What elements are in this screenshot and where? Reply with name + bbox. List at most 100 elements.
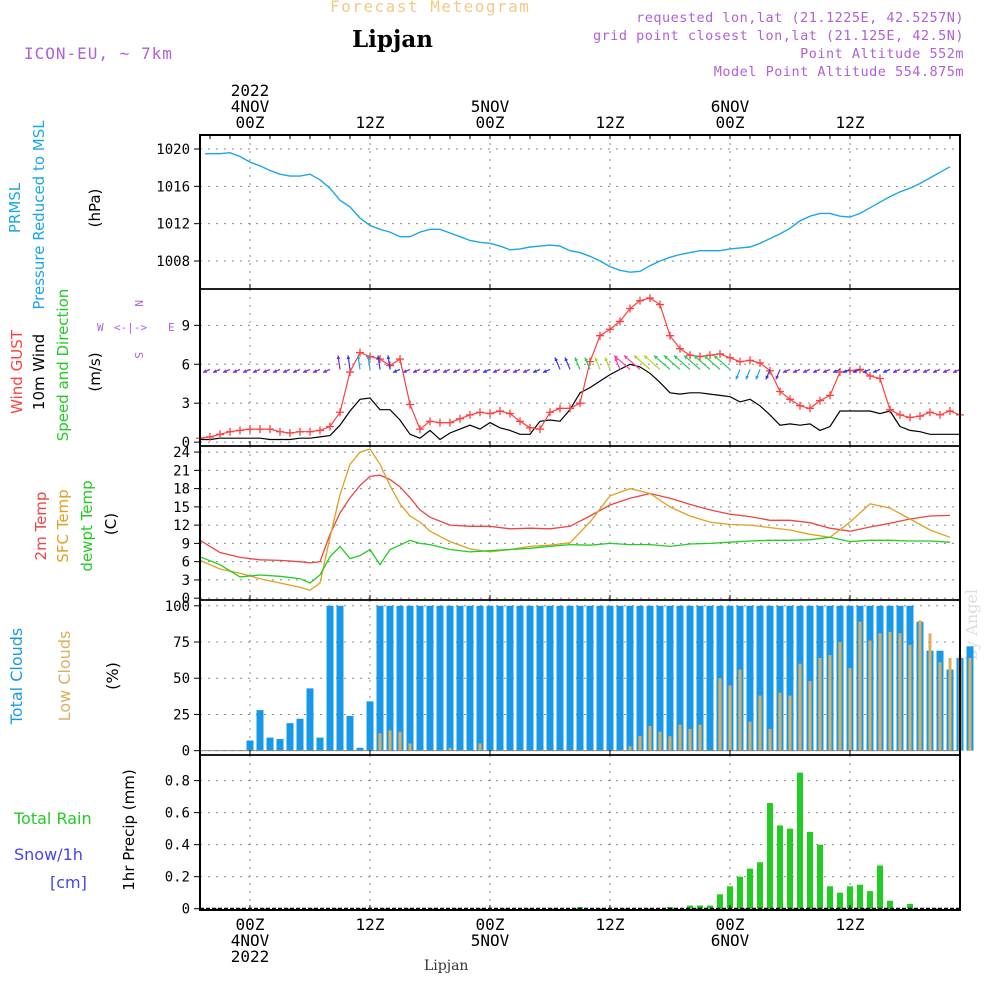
wind-axis-label: Wind GUST bbox=[8, 329, 26, 414]
total-cloud-bar bbox=[376, 605, 384, 751]
y-tick-label: 0 bbox=[182, 435, 190, 451]
low-cloud-bar bbox=[648, 726, 652, 751]
low-cloud-bar bbox=[848, 668, 852, 751]
wind-arrow-head bbox=[366, 355, 371, 360]
gust-marker bbox=[356, 348, 364, 357]
compass-arrow: <-|-> bbox=[114, 321, 147, 334]
y-tick-label: 15 bbox=[173, 500, 190, 516]
gust-marker bbox=[886, 405, 894, 414]
total-cloud-bar bbox=[696, 605, 704, 751]
total-cloud-bar bbox=[386, 605, 394, 751]
gust-marker bbox=[936, 410, 944, 419]
gust-marker bbox=[786, 395, 794, 404]
gust-marker bbox=[856, 365, 864, 374]
wind-direction-arrow bbox=[683, 354, 701, 370]
wind-arrow-head bbox=[203, 369, 207, 373]
gust-marker bbox=[476, 408, 484, 417]
wind-arrow-head bbox=[463, 369, 467, 373]
y-tick-label: 1012 bbox=[156, 217, 190, 233]
total-cloud-bar bbox=[666, 605, 674, 751]
gust-marker bbox=[606, 325, 614, 334]
precip-axis-label: 1hr Precip (mm) bbox=[120, 769, 138, 890]
total-cloud-bar bbox=[526, 605, 534, 751]
gust-marker bbox=[516, 417, 524, 426]
compass-east: E bbox=[168, 321, 175, 334]
low-cloud-bar bbox=[388, 730, 392, 751]
rain-bar bbox=[857, 884, 863, 909]
wind-arrow-head bbox=[303, 369, 307, 373]
y-tick-label: 0.4 bbox=[165, 838, 190, 854]
total-cloud-bar bbox=[466, 605, 474, 751]
rain-bar bbox=[807, 831, 813, 909]
total-cloud-bar bbox=[556, 605, 564, 751]
total-cloud-bar bbox=[426, 605, 434, 751]
wind-arrow-head bbox=[263, 369, 267, 373]
gust-marker bbox=[626, 304, 634, 313]
total-cloud-bar bbox=[346, 715, 354, 751]
total-cloud-bar bbox=[446, 605, 454, 751]
bottom-time-label: 12Z bbox=[356, 915, 385, 934]
gust-marker bbox=[566, 404, 574, 413]
gust-marker bbox=[506, 409, 514, 418]
top-time-label: 00Z bbox=[476, 113, 505, 132]
total-cloud-bar bbox=[746, 605, 754, 751]
temperature-line bbox=[199, 536, 951, 584]
gust-marker bbox=[676, 344, 684, 353]
outer-frame bbox=[199, 134, 961, 911]
low-cloud-bar bbox=[918, 620, 922, 751]
gust-marker bbox=[316, 426, 324, 435]
text-layer: 1008101210161020036903691215182124025507… bbox=[6, 81, 865, 966]
y-tick-label: 0 bbox=[182, 744, 190, 760]
total-cloud-bar bbox=[476, 605, 484, 751]
y-tick-label: 9 bbox=[182, 536, 190, 552]
low-cloud-bar bbox=[478, 743, 482, 751]
total-cloud-bar bbox=[586, 605, 594, 751]
wind-arrow-head bbox=[323, 369, 327, 373]
wind-arrow-head bbox=[594, 357, 599, 362]
snow-unit-label: [cm] bbox=[50, 873, 87, 892]
gust-marker bbox=[656, 300, 664, 309]
wind-arrow-head bbox=[913, 369, 917, 373]
gust-marker bbox=[736, 357, 744, 366]
wind-arrow-head bbox=[853, 369, 857, 373]
rain-bar bbox=[727, 886, 733, 909]
wind-direction-arrow bbox=[613, 354, 631, 370]
total-cloud-bar bbox=[456, 605, 464, 751]
gust-marker bbox=[466, 410, 474, 419]
gust-marker bbox=[866, 371, 874, 380]
gust-marker bbox=[266, 425, 274, 434]
y-tick-label: 0 bbox=[182, 902, 190, 918]
wind-arrow-head bbox=[336, 355, 341, 360]
wind-arrow-head bbox=[403, 369, 407, 373]
total-cloud-bar bbox=[276, 739, 284, 751]
gust-marker bbox=[496, 406, 504, 415]
gust-marker bbox=[396, 355, 404, 364]
y-tick-label: 1020 bbox=[156, 142, 190, 158]
compass-south: S bbox=[132, 352, 145, 359]
total-cloud-bar bbox=[766, 605, 774, 751]
gust-marker bbox=[306, 427, 314, 436]
wind-arrow-head bbox=[863, 369, 867, 373]
low-cloud-bar bbox=[798, 663, 802, 751]
wind-arrow-head bbox=[564, 357, 569, 362]
wind-axis-label: 10m Wind bbox=[30, 334, 48, 410]
gust-marker bbox=[446, 418, 454, 427]
frame-layer bbox=[194, 134, 961, 911]
wind-arrow-head bbox=[793, 369, 797, 373]
top-time-label: 4NOV bbox=[231, 97, 270, 116]
gust-marker bbox=[596, 331, 604, 340]
rain-bar bbox=[887, 900, 893, 909]
temperature-axis-label: 2m Temp bbox=[32, 492, 50, 561]
wind-arrow-head bbox=[953, 369, 957, 373]
wind-arrow-head bbox=[533, 369, 537, 373]
wind-arrow-head bbox=[293, 369, 297, 373]
gust-marker bbox=[526, 423, 534, 432]
wind-arrow-head bbox=[243, 369, 247, 373]
gust-marker bbox=[436, 418, 444, 427]
gust-marker bbox=[206, 432, 214, 441]
wind-arrow-head bbox=[413, 369, 417, 373]
wind-arrow-head bbox=[883, 369, 887, 373]
rain-bar bbox=[787, 828, 793, 909]
total-cloud-bar bbox=[316, 737, 324, 751]
wind-direction-arrow bbox=[713, 354, 731, 370]
